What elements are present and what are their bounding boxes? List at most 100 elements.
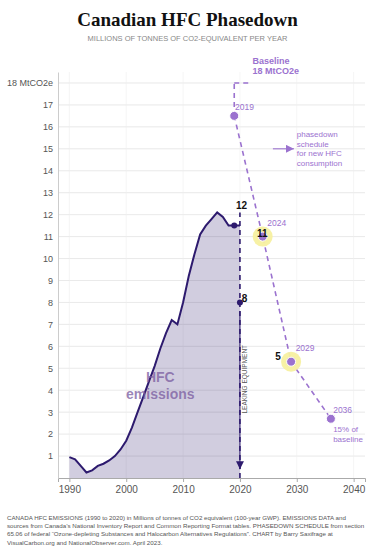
x-tick: 2030: [286, 478, 309, 495]
annotation-line: 11: [257, 228, 268, 239]
annotation-line: 5: [275, 351, 281, 362]
x-tick-label: 2000: [116, 484, 139, 495]
annotation: 2024: [267, 218, 286, 228]
y-tick: 11: [44, 232, 58, 242]
annotation: 12: [236, 200, 248, 211]
annotation: 8: [242, 293, 248, 304]
point: [231, 223, 237, 229]
y-tick-label: 1: [48, 451, 53, 461]
grid-line: [239, 72, 240, 478]
x-tick-mark: [126, 478, 127, 482]
y-tick-label: 13: [43, 188, 53, 198]
y-tick: 3: [48, 408, 58, 418]
annotation-line: for new HFC: [297, 149, 342, 158]
annotation: 2019: [235, 102, 254, 112]
grid-line: [353, 72, 354, 478]
y-tick: 10: [43, 254, 58, 264]
x-tick-label: 2010: [172, 484, 195, 495]
y-tick-label: 11: [44, 232, 53, 242]
annotation-line: HFC: [146, 369, 175, 385]
chart: Canadian HFC PhasedownMILLIONS OF TONNES…: [0, 0, 375, 550]
grid-line: [58, 214, 365, 215]
highlight-halo: [281, 352, 301, 372]
y-tick-label: 18 MtCO2e: [7, 78, 53, 88]
y-tick: 16: [43, 122, 58, 132]
x-tick: 2000: [116, 478, 139, 495]
y-tick: 13: [43, 188, 58, 198]
y-tick: 14: [43, 166, 58, 176]
grid-line: [58, 82, 365, 83]
y-tick-label: 9: [48, 276, 53, 286]
y-tick: 2: [48, 429, 58, 439]
y-tick: 9: [48, 276, 58, 286]
y-axis-line: [58, 73, 59, 479]
x-axis-line: [59, 479, 366, 483]
annotations: Baseline18 MtCO2e phasedownschedulefor ne…: [126, 56, 363, 444]
y-tick: 5: [48, 364, 58, 374]
annotation: 5: [275, 351, 281, 362]
x-tick-mark: [69, 478, 70, 482]
annotation-line: 15% of: [333, 425, 359, 434]
y-tick-label: 17: [43, 100, 53, 110]
x-tick-mark: [297, 478, 298, 482]
x-tick-label: 2040: [343, 484, 366, 495]
y-tick-label: 6: [48, 342, 53, 352]
y-tick-label: 16: [43, 122, 53, 132]
annotation-line: phasedown: [297, 130, 338, 139]
x-tick: 2040: [343, 478, 366, 495]
annotation-line: 2024: [267, 218, 286, 228]
annotation-line: emissions: [126, 386, 195, 402]
y-tick: 7: [48, 320, 58, 330]
line-point: [326, 414, 335, 423]
line: [234, 82, 251, 84]
y-tick: 1: [48, 451, 58, 461]
annotation-line: baseline: [333, 435, 363, 444]
y-axis: 123456789101112131415161718 MtCO2e: [7, 73, 59, 479]
annotation: LEAKING EQUIPMENT: [241, 345, 249, 414]
y-tick-label: 12: [43, 210, 53, 220]
grid-line: [58, 126, 365, 127]
y-tick-label: 14: [43, 166, 53, 176]
x-tick-label: 2020: [229, 484, 252, 495]
annotation-line: 18 MtCO2e: [252, 66, 299, 76]
annotation: 15% ofbaseline: [333, 425, 363, 443]
area: [69, 212, 240, 478]
x-tick-mark: [183, 478, 184, 482]
y-tick-label: 15: [43, 144, 53, 154]
x-tick: 1990: [59, 478, 82, 495]
y-tick: 17: [43, 100, 58, 110]
y-tick-label: 10: [43, 254, 53, 264]
arrow: [273, 148, 294, 149]
grid: [58, 72, 365, 478]
annotation: HFCemissions: [126, 369, 195, 402]
grid-line: [58, 104, 365, 105]
x-tick-label: 2030: [286, 484, 309, 495]
annotation: 2029: [296, 343, 315, 353]
y-tick-label: 5: [48, 364, 53, 374]
area-line: [69, 212, 240, 472]
x-axis: 1990 2000 2010 2020 2030 2040: [59, 478, 366, 495]
annotation-line: schedule: [297, 140, 330, 149]
grid-line: [69, 72, 70, 478]
y-tick-label: 3: [48, 408, 53, 418]
grid-line: [58, 192, 365, 193]
annotation-line: 12: [236, 200, 248, 211]
annotation-line: consumption: [297, 159, 342, 168]
annotation-line: 2036: [333, 405, 352, 415]
x-tick-mark: [240, 478, 241, 482]
x-tick: 2020: [229, 478, 252, 495]
annotation-line: 2029: [296, 343, 315, 353]
y-tick-label: 8: [48, 298, 53, 308]
annotation-line: LEAKING EQUIPMENT: [241, 345, 249, 414]
y-tick: 8: [48, 298, 58, 308]
y-tick: 18 MtCO2e: [7, 78, 58, 88]
x-tick-mark: [354, 478, 355, 482]
y-tick-label: 2: [48, 429, 53, 439]
y-tick: 6: [48, 342, 58, 352]
line-point: [230, 111, 239, 120]
plot-marks: [69, 83, 335, 478]
y-tick: 12: [43, 210, 58, 220]
footnote: CANADA HFC EMISSIONS (1990 to 2020) in M…: [7, 514, 368, 547]
y-tick-label: 7: [48, 320, 53, 330]
annotation-line: Baseline: [252, 56, 289, 66]
